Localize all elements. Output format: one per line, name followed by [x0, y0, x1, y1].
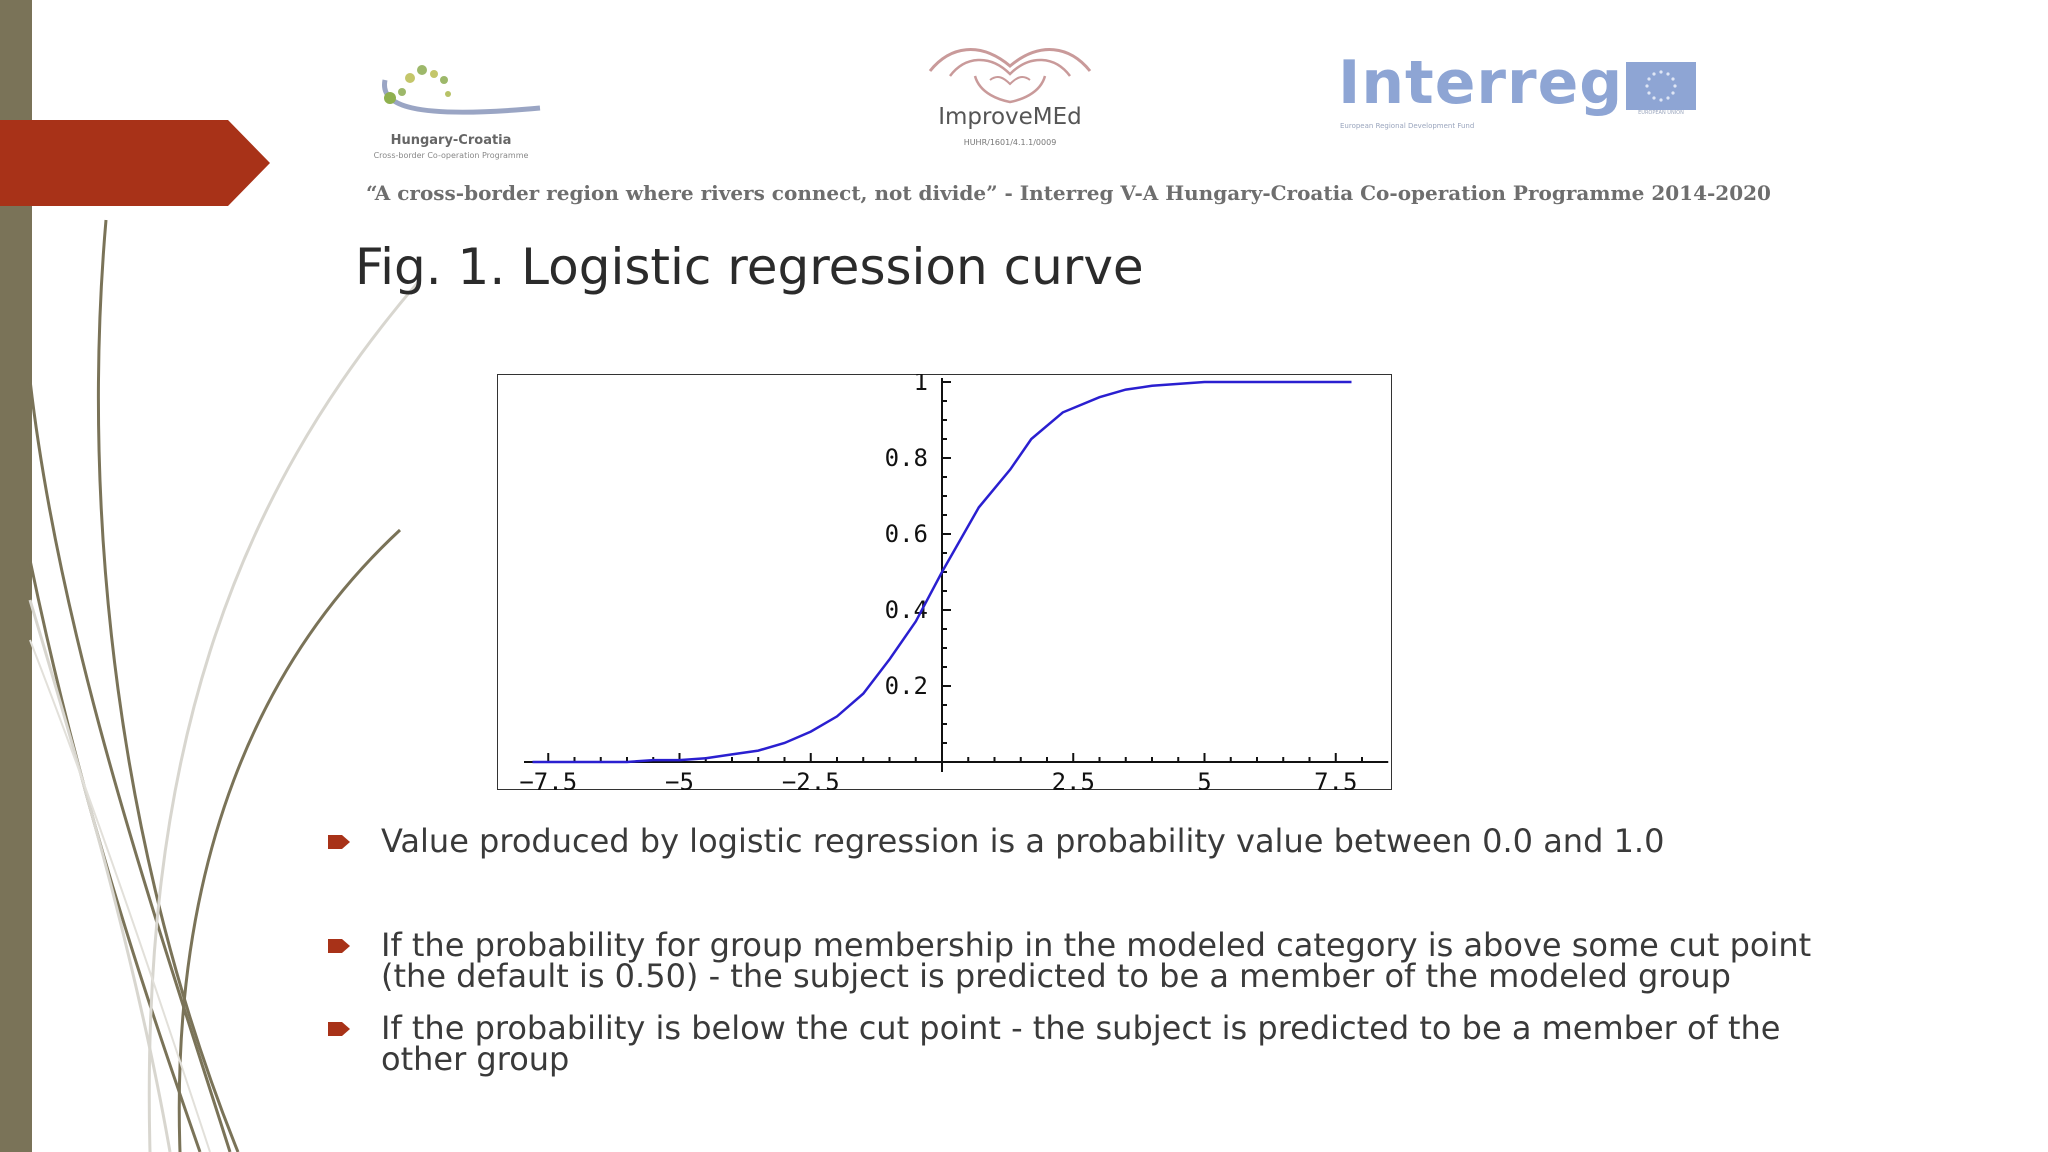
eu-flag-label: EUROPEAN UNION	[1638, 110, 1684, 116]
interreg-logo-subtitle: European Regional Development Fund	[1340, 122, 1475, 130]
x-tick-label: −5	[665, 768, 694, 790]
title-arrow-shape	[0, 120, 270, 206]
slide-title: Fig. 1. Logistic regression curve	[355, 238, 1144, 296]
eu-flag-icon	[1626, 62, 1696, 110]
x-tick-label: 2.5	[1052, 768, 1095, 790]
logistic-curve-line	[532, 380, 1352, 764]
improvemed-logo-subtitle: HUHR/1601/4.1.1/0009	[963, 138, 1057, 147]
y-tick-label: 0.6	[885, 520, 928, 548]
improvemed-heart-hands-icon	[928, 48, 1092, 104]
bullet-text: If the probability is below the cut poin…	[381, 1009, 1781, 1078]
y-tick-label: 1	[914, 374, 928, 396]
interreg-logo-name: Interreg	[1338, 48, 1624, 118]
improvemed-logo-title: ImproveMEd	[938, 104, 1082, 130]
logistic-regression-chart: −7.5 −5 −2.5 2.5 5 7.50.20.40.60.81	[519, 374, 1389, 790]
arrow-bullet-icon	[328, 835, 350, 849]
x-tick-label: −2.5	[782, 768, 840, 790]
arrow-bullet-icon	[328, 939, 350, 953]
hungary-croatia-logo-title: Hungary-Croatia	[390, 133, 512, 148]
hungary-croatia-logo-mark	[381, 65, 541, 115]
bullet-text: If the probability for group membership …	[381, 926, 1812, 995]
hungary-croatia-logo-subtitle: Cross-border Co-operation Programme	[373, 151, 529, 160]
chart-frame	[497, 374, 1392, 790]
y-tick-label: 0.2	[885, 672, 928, 700]
x-tick-label: 5	[1197, 768, 1211, 790]
decorative-curves	[28, 219, 420, 1152]
x-tick-label: 7.5	[1314, 768, 1357, 790]
y-tick-label: 0.8	[885, 444, 928, 472]
programme-tagline: “A cross-border region where rivers conn…	[366, 181, 1771, 205]
x-tick-label: −7.5	[519, 768, 577, 790]
arrow-bullet-icon	[328, 1022, 350, 1036]
bullet-text: Value produced by logistic regression is…	[381, 822, 1665, 860]
